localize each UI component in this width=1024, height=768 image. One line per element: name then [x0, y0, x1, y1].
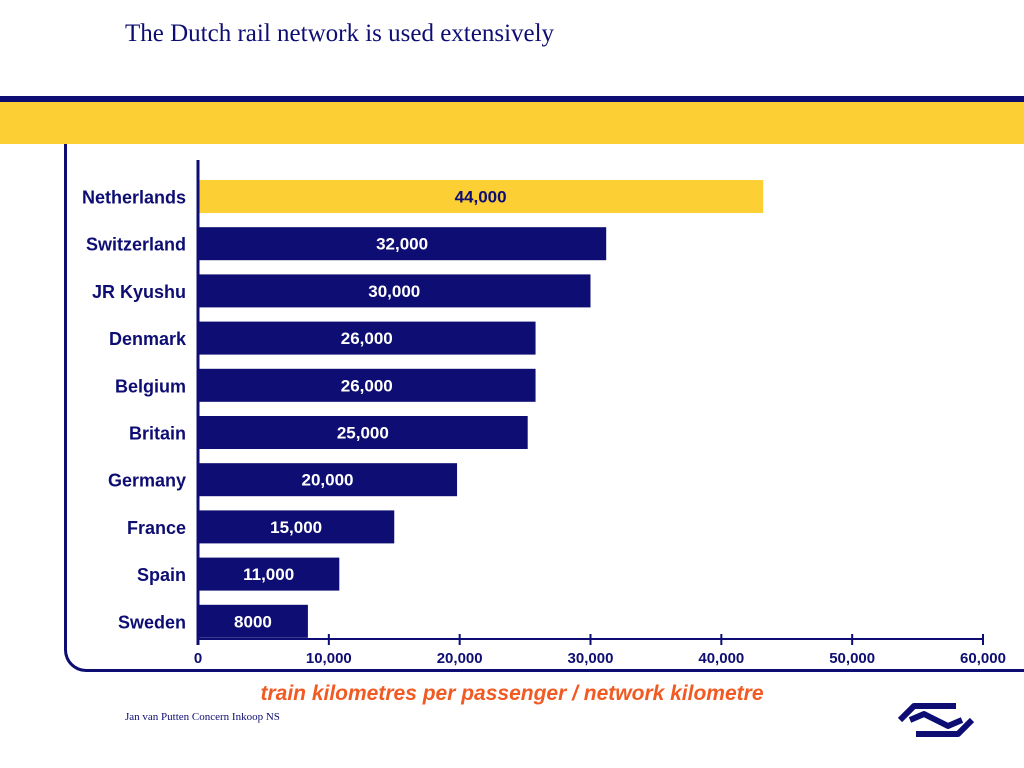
bar-value-label: 44,000	[455, 188, 507, 207]
bar-value-label: 25,000	[337, 424, 389, 443]
category-label: Netherlands	[82, 188, 186, 208]
x-tick-label: 40,000	[698, 650, 744, 667]
bar	[198, 321, 536, 355]
category-label: Germany	[108, 471, 186, 491]
bar	[198, 368, 536, 402]
bar-value-label: 32,000	[376, 235, 428, 254]
x-tick-label: 50,000	[829, 650, 875, 667]
bar-value-label: 26,000	[341, 376, 393, 395]
bar	[198, 463, 458, 497]
bar-value-label: 11,000	[243, 565, 294, 584]
x-tick-label: 30,000	[568, 650, 614, 667]
category-label: Spain	[137, 565, 186, 585]
bar	[198, 510, 395, 544]
x-tick-label: 60,000	[960, 650, 1006, 667]
x-axis-label: train kilometres per passenger / network…	[260, 682, 764, 705]
header-navy-rule	[0, 96, 1024, 102]
x-tick-label: 10,000	[306, 650, 352, 667]
footer-author: Jan van Putten Concern Inkoop NS	[125, 711, 280, 723]
category-label: Britain	[129, 424, 186, 444]
category-label: Belgium	[115, 376, 186, 396]
bar-value-label: 15,000	[270, 518, 322, 537]
chart-frame	[64, 144, 1024, 672]
category-label: JR Kyushu	[92, 282, 186, 302]
ns-railways-logo-icon	[897, 703, 975, 737]
bar	[198, 180, 764, 213]
x-tick-label: 20,000	[437, 650, 483, 667]
bar-value-label: 8000	[234, 612, 272, 631]
category-label: Sweden	[118, 612, 186, 632]
bar-value-label: 26,000	[341, 329, 393, 348]
bar	[198, 227, 607, 261]
header-yellow-band	[0, 102, 1024, 144]
bar	[198, 416, 528, 449]
bar	[198, 604, 308, 638]
bar-value-label: 20,000	[302, 471, 354, 490]
bar	[198, 274, 591, 308]
category-label: Denmark	[109, 329, 187, 349]
x-tick-label: 0	[194, 650, 202, 667]
bar	[198, 557, 340, 591]
category-label: France	[127, 518, 186, 538]
bar-chart: 44,000 Netherlands 32,000 Switzerland 30,000…	[82, 160, 1006, 667]
bar-value-label: 30,000	[368, 282, 420, 301]
category-label: Switzerland	[86, 235, 186, 255]
slide-title: The Dutch rail network is used extensive…	[125, 20, 555, 47]
